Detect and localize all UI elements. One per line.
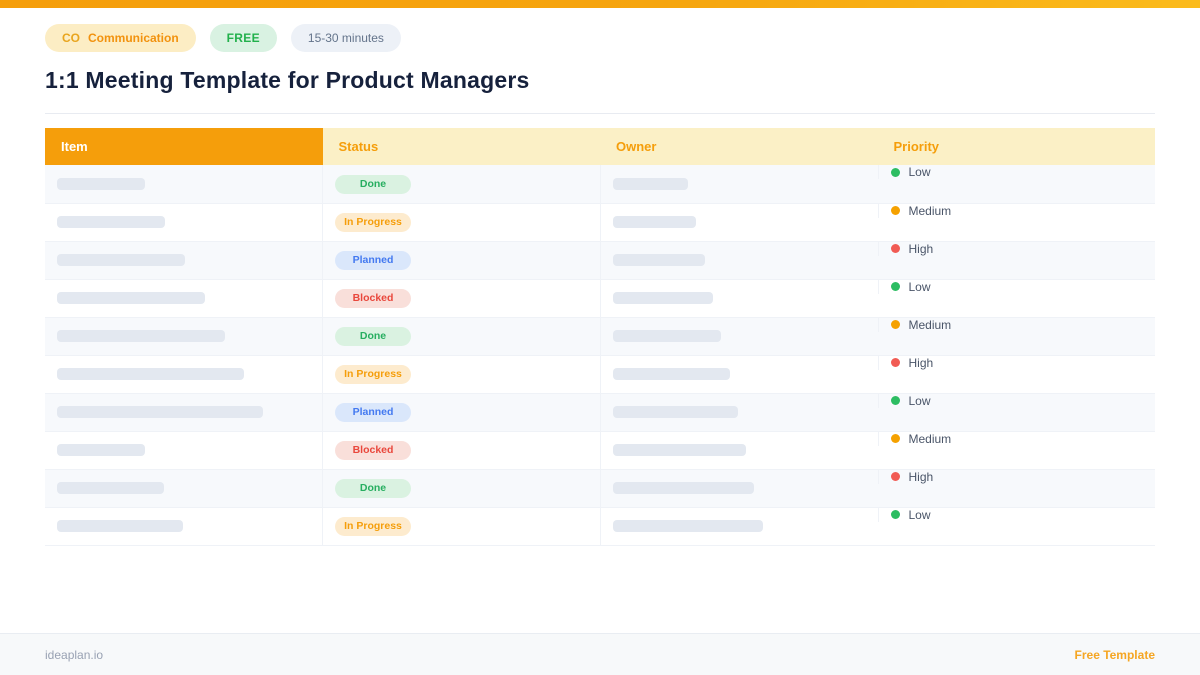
owner-placeholder-bar	[612, 520, 763, 532]
table-row: Blocked Low	[45, 279, 1155, 317]
status-pill: In Progress	[335, 516, 411, 536]
footer: ideaplan.io Free Template	[0, 633, 1200, 675]
table-row: Done Low	[45, 165, 1155, 203]
status-pill: Done	[335, 174, 411, 194]
category-badge: CO Communication	[45, 24, 196, 52]
item-placeholder-bar	[57, 292, 205, 304]
priority-label: Low	[908, 279, 931, 294]
priority-dot-icon	[890, 244, 900, 253]
category-code: CO	[62, 31, 80, 45]
priority-dot-icon	[890, 358, 900, 367]
item-placeholder-bar	[57, 368, 244, 380]
owner-placeholder-bar	[612, 254, 705, 266]
footer-brand: ideaplan.io	[45, 647, 104, 662]
priority-dot-icon	[890, 167, 900, 177]
page-content: CO Communication FREE 15-30 minutes 1:1 …	[0, 24, 1200, 546]
priority-label: Low	[908, 165, 931, 179]
duration-badge: 15-30 minutes	[290, 24, 401, 52]
priority-dot-icon	[890, 396, 900, 405]
table-header: Item Status Owner Priority	[45, 128, 1155, 165]
priority-dot-icon	[890, 434, 900, 443]
priority-label: Medium	[908, 317, 952, 332]
column-header-status: Status	[322, 128, 600, 165]
status-pill: Planned	[335, 250, 411, 270]
item-placeholder-bar	[57, 406, 263, 418]
status-pill: Done	[335, 478, 411, 498]
owner-placeholder-bar	[612, 482, 754, 494]
priority-label: High	[908, 469, 934, 484]
table-row: Blocked Medium	[45, 431, 1155, 469]
table-row: Done Medium	[45, 317, 1155, 355]
status-pill: In Progress	[335, 212, 411, 232]
priority-dot-icon	[890, 510, 900, 519]
table-body: Done Low In Progress Medium Planned High Block…	[45, 165, 1155, 545]
item-placeholder-bar	[57, 482, 164, 494]
priority-dot-icon	[890, 472, 900, 481]
status-pill: Done	[335, 326, 411, 346]
category-label: Communication	[88, 31, 179, 45]
priority-dot-icon	[890, 320, 900, 329]
priority-label: Medium	[908, 431, 952, 446]
item-placeholder-bar	[57, 254, 185, 266]
priority-label: Low	[908, 393, 931, 408]
priority-label: Low	[908, 507, 931, 522]
free-badge: FREE	[209, 24, 277, 52]
status-pill: Blocked	[335, 440, 411, 460]
table-row: In Progress High	[45, 355, 1155, 393]
table-row: In Progress Low	[45, 507, 1155, 545]
table-row: Planned Low	[45, 393, 1155, 431]
title-divider	[45, 113, 1155, 114]
owner-placeholder-bar	[612, 292, 713, 304]
owner-placeholder-bar	[612, 368, 730, 380]
badge-row: CO Communication FREE 15-30 minutes	[45, 24, 1155, 52]
priority-dot-icon	[890, 206, 900, 215]
owner-placeholder-bar	[612, 444, 746, 456]
page-title: 1:1 Meeting Template for Product Manager…	[45, 67, 530, 93]
free-template-link[interactable]: Free Template	[1074, 647, 1155, 662]
item-placeholder-bar	[57, 216, 165, 228]
priority-label: Medium	[908, 203, 952, 218]
owner-placeholder-bar	[612, 406, 738, 418]
column-header-priority: Priority	[877, 128, 1155, 165]
top-accent-bar	[0, 0, 1200, 8]
status-pill: Blocked	[335, 288, 411, 308]
priority-label: High	[908, 355, 934, 370]
status-pill: In Progress	[335, 364, 411, 384]
item-placeholder-bar	[57, 330, 225, 342]
table-row: Done High	[45, 469, 1155, 507]
item-placeholder-bar	[57, 520, 183, 532]
meeting-template-table: Item Status Owner Priority Done Low In Progre…	[45, 128, 1155, 546]
owner-placeholder-bar	[612, 177, 688, 190]
owner-placeholder-bar	[612, 330, 721, 342]
table-row: In Progress Medium	[45, 203, 1155, 241]
priority-dot-icon	[890, 282, 900, 291]
column-header-item: Item	[45, 128, 323, 165]
priority-label: High	[908, 241, 934, 256]
table-header-row: Item Status Owner Priority	[45, 128, 1155, 165]
status-pill: Planned	[335, 402, 411, 422]
item-placeholder-bar	[57, 177, 145, 190]
table-row: Planned High	[45, 241, 1155, 279]
owner-placeholder-bar	[612, 216, 696, 228]
item-placeholder-bar	[57, 444, 145, 456]
column-header-owner: Owner	[600, 128, 878, 165]
